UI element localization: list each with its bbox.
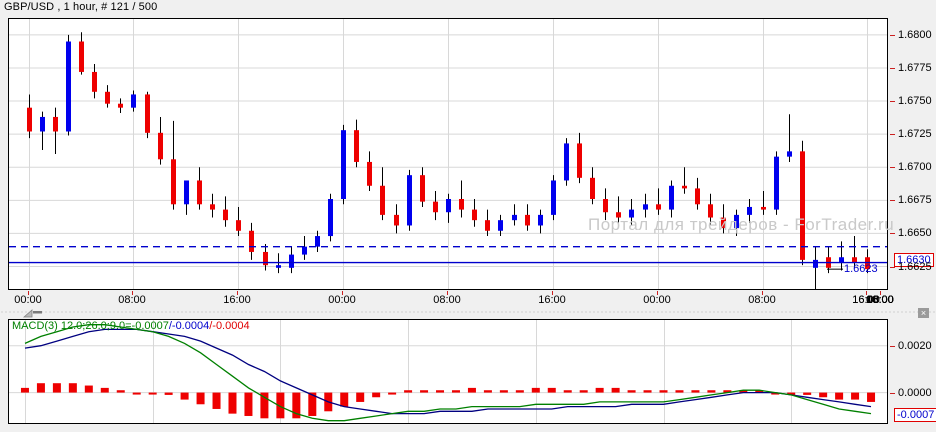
price-axis-tick — [890, 167, 895, 169]
macd-indicator-pane[interactable]: MACD(3) 12.0;26.0;9.0=-0.0007/-0.0004/-0… — [8, 319, 888, 424]
time-axis-label: 08:00 — [118, 294, 146, 306]
time-axis-label: 16:00 — [852, 294, 880, 306]
time-axis-tick — [866, 291, 867, 295]
time-axis-label: 00:00 — [643, 294, 671, 306]
time-axis-label: 08:00 — [748, 294, 776, 306]
price-axis-label: 1.6775 — [898, 61, 932, 74]
chart-title: GBP/USD , 1 hour, # 121 / 500 — [4, 1, 158, 13]
price-axis-label: 1.6625 — [898, 260, 932, 273]
macd-axis-label: 0.0020 — [898, 339, 932, 352]
time-axis-tick — [447, 291, 448, 295]
time-axis-label: 16:00 — [852, 294, 880, 306]
expand-icon[interactable] — [22, 308, 44, 318]
time-axis-label: 16:00 — [866, 294, 894, 306]
pane-divider — [0, 310, 936, 315]
price-axis-tick — [890, 34, 895, 36]
time-axis-tick — [28, 291, 29, 295]
price-axis-tick — [890, 233, 895, 235]
current-price-label: 1.6630 — [894, 252, 934, 267]
time-axis-tick — [552, 291, 553, 295]
time-axis-label: 16:00 — [538, 294, 566, 306]
macd-axis-tick — [890, 392, 895, 394]
time-axis-tick — [132, 291, 133, 295]
price-axis-label: 1.6800 — [898, 28, 932, 41]
time-axis-label: 16:00 — [866, 294, 894, 306]
price-axis-tick — [890, 101, 895, 103]
macd-axis-tick — [890, 345, 895, 347]
close-icon[interactable]: × — [918, 308, 929, 318]
time-axis-label: 16:00 — [223, 294, 251, 306]
price-axis-label: 1.6650 — [898, 227, 932, 240]
time-axis-tick — [237, 291, 238, 295]
time-axis-tick — [342, 291, 343, 295]
time-axis-label: 00:00 — [866, 294, 894, 306]
time-axis-tick — [762, 291, 763, 295]
price-axis-label: 1.6700 — [898, 161, 932, 174]
macd-current-value-label: -0.0007 — [894, 407, 936, 422]
time-axis-label: 00:00 — [328, 294, 356, 306]
macd-axis-label: 0.0000 — [898, 386, 932, 399]
price-axis-label: 1.6725 — [898, 128, 932, 141]
time-axis-tick — [880, 291, 881, 295]
time-axis-label: 08:00 — [433, 294, 461, 306]
macd-chart-svg — [9, 320, 887, 423]
price-axis-label: 1.6750 — [898, 95, 932, 108]
chart-price-tag: 1.6623 — [844, 263, 878, 276]
price-axis-tick — [890, 134, 895, 136]
price-axis-tick — [890, 266, 895, 268]
time-axis-label: 00:00 — [14, 294, 42, 306]
time-axis-label: 00:00 — [866, 294, 894, 306]
price-chart-svg — [9, 19, 887, 289]
time-axis-label: 08:00 — [866, 294, 894, 306]
indicator-pane-header: × — [0, 306, 936, 319]
price-axis-label: 1.6675 — [898, 194, 932, 207]
macd-axis[interactable]: -0.0007 0.0020 0.0000 — [890, 319, 936, 424]
time-axis-tick — [657, 291, 658, 295]
price-chart-pane[interactable] — [8, 18, 888, 290]
time-axis-label: 08:00 — [866, 294, 894, 306]
price-axis[interactable]: 1.6630 1.6800 1.6775 1.6750 1.6725 1.6700 1.6… — [890, 18, 936, 290]
price-axis-tick — [890, 200, 895, 202]
price-axis-tick — [890, 67, 895, 69]
